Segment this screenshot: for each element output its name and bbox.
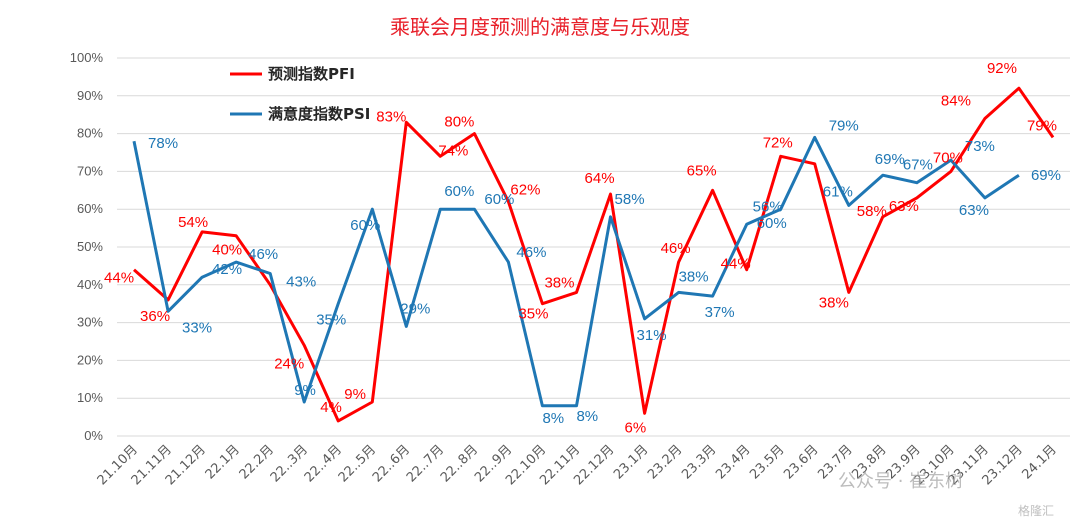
y-tick-label: 80%: [77, 126, 103, 141]
data-label-psi: 8%: [542, 410, 564, 427]
data-label-pfi: 44%: [104, 270, 134, 287]
series-line-pfi: [133, 86, 1055, 423]
y-tick-label: 20%: [77, 352, 103, 367]
data-label-pfi: 38%: [819, 294, 849, 311]
data-label-psi: 29%: [400, 300, 430, 317]
watermark: 公众号 · 崔东树 格隆汇: [838, 471, 1075, 520]
y-tick-label: 100%: [70, 50, 104, 65]
legend-label-pfi: 预测指数PFI: [268, 65, 355, 83]
x-tick-label: 23.6月: [781, 442, 821, 482]
data-label-pfi: 63%: [889, 198, 919, 215]
x-tick-label: 23.1月: [611, 442, 651, 482]
data-label-pfi: 24%: [274, 355, 304, 372]
data-labels: 44% 36% 54%40% 24% 4%9% 83% 74% 80% 62% 35% 38% 64%…: [104, 60, 1061, 436]
data-label-pfi: 44%: [721, 256, 751, 273]
data-label-psi: 79%: [829, 117, 859, 134]
data-label-pfi: 38%: [544, 274, 574, 291]
data-label-pfi: 36%: [140, 308, 170, 325]
series-line-psi: [132, 135, 1020, 408]
data-label-pfi: 84%: [941, 92, 971, 109]
data-label-psi: 37%: [705, 304, 735, 321]
data-label-pfi: 80%: [444, 114, 474, 131]
data-label-psi: 73%: [965, 138, 995, 155]
data-label-pfi: 4%: [320, 399, 342, 416]
legend: 预测指数PFI 满意度指数PSI: [230, 65, 370, 123]
data-label-psi: 60%: [350, 217, 380, 234]
x-tick-label: 22..3月: [268, 442, 311, 485]
data-label-pfi: 62%: [510, 182, 540, 199]
watermark-badge: 格隆汇: [1018, 503, 1054, 518]
y-tick-label: 70%: [77, 163, 103, 178]
y-tick-label: 60%: [77, 201, 103, 216]
x-tick-label: 22..4月: [302, 442, 345, 485]
data-label-psi: 35%: [316, 312, 346, 329]
data-label-pfi: 92%: [987, 60, 1017, 77]
data-label-psi: 63%: [959, 202, 989, 219]
x-tick-label: 24.1月: [1020, 442, 1060, 482]
legend-label-psi: 满意度指数PSI: [268, 105, 370, 123]
y-tick-label: 90%: [77, 88, 103, 103]
y-tick-label: 30%: [77, 315, 103, 330]
watermark-text: 公众号 · 崔东树: [838, 471, 963, 492]
x-tick-label: 23.5月: [747, 442, 787, 482]
data-label-psi: 43%: [286, 273, 316, 290]
x-tick-label: 22.1月: [203, 442, 243, 482]
data-label-psi: 60%: [484, 191, 514, 208]
data-label-psi: 38%: [679, 268, 709, 285]
x-tick-label: 22..6月: [370, 442, 413, 485]
data-label-psi: 78%: [148, 135, 178, 152]
data-label-psi: 56%: [753, 198, 783, 215]
x-tick-label: 23.4月: [713, 442, 753, 482]
data-label-psi: 58%: [615, 191, 645, 208]
y-tick-label: 0%: [84, 428, 103, 443]
watermark-badge-box: [1003, 500, 1075, 520]
y-tick-label: 40%: [77, 277, 103, 292]
data-label-psi: 60%: [444, 183, 474, 200]
x-tick-label: 22..8月: [438, 442, 481, 485]
data-label-psi: 31%: [637, 327, 667, 344]
data-label-psi: 42%: [212, 261, 242, 278]
data-label-psi: 61%: [823, 183, 853, 200]
data-label-psi: 69%: [1031, 167, 1061, 184]
chart-title: 乘联会月度预测的满意度与乐观度: [390, 15, 690, 39]
x-tick-label: 22..5月: [336, 442, 379, 485]
data-label-pfi: 54%: [178, 214, 208, 231]
data-label-psi: 33%: [182, 319, 212, 336]
data-label-pfi: 35%: [518, 306, 548, 323]
data-label-pfi: 6%: [625, 419, 647, 436]
data-label-psi: 46%: [516, 244, 546, 261]
data-label-pfi: 72%: [763, 134, 793, 151]
data-label-pfi: 70%: [933, 149, 963, 166]
data-label-psi: 9%: [294, 382, 316, 399]
data-label-pfi: 74%: [438, 142, 468, 159]
data-label-psi: 46%: [248, 246, 278, 263]
y-tick-label: 50%: [77, 239, 103, 254]
data-label-pfi: 79%: [1027, 117, 1057, 134]
y-tick-label: 10%: [77, 390, 103, 405]
y-axis-ticks: 0% 10% 20% 30% 40% 50% 60% 70% 80% 90% 100%: [70, 50, 104, 443]
x-tick-label: 22..7月: [404, 442, 447, 485]
data-label-psi: 60%: [757, 215, 787, 232]
data-label-pfi: 9%: [344, 386, 366, 403]
data-label-psi: 8%: [576, 408, 598, 425]
data-label-pfi: 40%: [212, 242, 242, 259]
series-lines: [132, 86, 1055, 423]
data-label-pfi: 64%: [585, 170, 615, 187]
data-label-pfi: 58%: [857, 203, 887, 220]
x-tick-label: 23.2月: [645, 442, 685, 482]
x-tick-label: 23.3月: [679, 442, 719, 482]
data-label-pfi: 83%: [376, 108, 406, 125]
data-label-psi: 69%: [875, 151, 905, 168]
data-label-pfi: 65%: [687, 162, 717, 179]
data-label-pfi: 46%: [661, 240, 691, 257]
data-label-psi: 67%: [903, 157, 933, 174]
